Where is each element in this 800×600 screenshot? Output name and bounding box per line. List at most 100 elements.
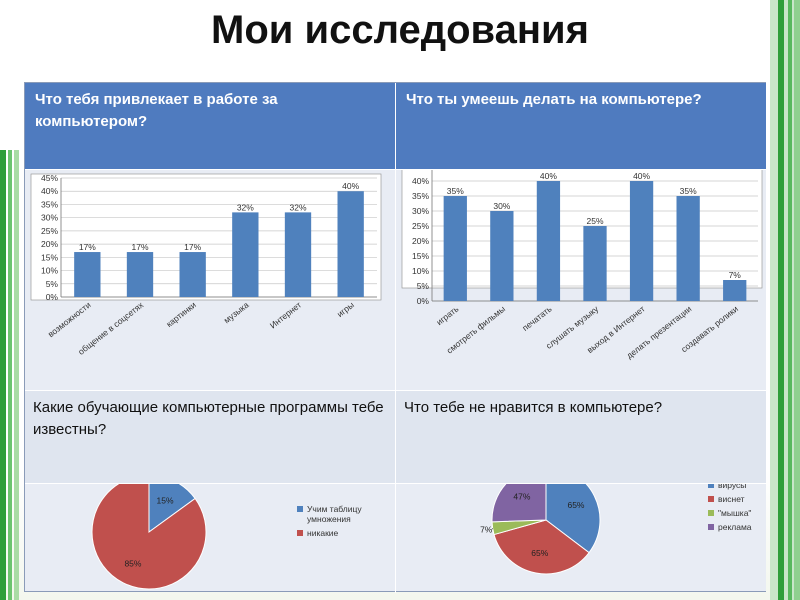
data-label: 40%	[342, 181, 359, 191]
row-divider-2	[25, 390, 767, 391]
y-tick-label: 25%	[41, 226, 58, 236]
pie-cell-right: 65% 65% 7% 47% вирусы виснет "мышка" реклама	[396, 465, 766, 591]
legend-line: Учим таблицу	[307, 504, 362, 514]
legend-line: умножения	[307, 514, 351, 524]
bar	[443, 196, 467, 301]
legend-label: реклама	[718, 522, 752, 532]
legend-swatch	[708, 482, 714, 488]
column-divider	[395, 83, 396, 593]
bar	[284, 212, 312, 297]
data-label: 17%	[184, 242, 201, 252]
pie-chart-programs: 15% 85% Учим таблицу умножения никакие	[91, 474, 362, 590]
legend-label: никакие	[307, 528, 339, 538]
x-tick-label: печатать	[520, 303, 554, 333]
x-tick-label: возможности	[46, 300, 93, 340]
data-label: 17%	[131, 242, 148, 252]
page-title: Мои исследования	[211, 8, 589, 52]
data-label: 17%	[79, 242, 96, 252]
chart-cell-right: 0% 5% 10% 15% 20% 25% 30% 35% 40% 45% 35% играть 30%…	[396, 161, 766, 390]
question-cell-right: Что тебе не нравится в компьютере?	[396, 391, 766, 483]
chart-cell-left: 0% 5% 10% 15% 20% 25% 30% 35% 40% 45% 17% возможнос…	[25, 170, 395, 390]
bar	[723, 280, 747, 301]
row-divider-3	[25, 483, 767, 484]
question-dislikes: Что тебе не нравится в компьютере?	[404, 399, 663, 416]
bar	[74, 252, 101, 297]
data-label: 7%	[480, 524, 493, 534]
y-tick-label: 40%	[41, 186, 58, 196]
pie-cell-left: 15% 85% Учим таблицу умножения никакие	[25, 474, 395, 591]
bar	[179, 252, 206, 297]
bar-chart-attraction: 0% 5% 10% 15% 20% 25% 30% 35% 40% 45% 17% возможнос…	[30, 173, 382, 357]
x-tick-label: игры	[335, 300, 356, 319]
data-label: 85%	[124, 558, 141, 568]
data-label: 25%	[586, 216, 603, 226]
y-tick-label: 10%	[41, 266, 58, 276]
bar	[583, 226, 607, 301]
decorative-left-stripes	[0, 150, 19, 600]
bar	[490, 211, 514, 301]
legend-swatch	[297, 530, 303, 536]
survey-table: Что тебя привлекает в работе за компьюте…	[24, 82, 767, 593]
y-tick-label: 45%	[41, 173, 58, 183]
pie-slice	[91, 474, 207, 590]
y-tick-label: 20%	[41, 239, 58, 249]
y-tick-label: 30%	[412, 206, 429, 216]
pie-chart-dislikes: 65% 65% 7% 47% вирусы виснет "мышка" реклама	[480, 465, 752, 575]
bar	[676, 196, 700, 301]
legend-label: "мышка"	[718, 508, 751, 518]
y-tick-label: 30%	[41, 213, 58, 223]
data-label: 30%	[493, 201, 510, 211]
y-tick-label: 15%	[412, 251, 429, 261]
y-tick-label: 5%	[46, 279, 59, 289]
data-label: 40%	[633, 171, 650, 181]
question-programs: Какие обучающие компьютерные программы т…	[33, 399, 384, 438]
data-label: 35%	[447, 186, 464, 196]
y-tick-label: 0%	[417, 296, 430, 306]
header-question-attraction: Что тебя привлекает в работе за компьюте…	[35, 91, 278, 130]
x-tick-label: играть	[434, 303, 461, 327]
bar	[232, 212, 259, 297]
bar	[536, 181, 561, 301]
data-label: 7%	[729, 270, 742, 280]
data-label: 65%	[531, 548, 548, 558]
y-tick-label: 35%	[41, 199, 58, 209]
header-cell-right: Что ты умеешь делать на компьютере?	[396, 83, 766, 169]
data-label: 65%	[567, 500, 584, 510]
x-tick-label: картинки	[164, 300, 198, 330]
pie-slice	[493, 519, 590, 575]
y-tick-label: 5%	[417, 281, 430, 291]
data-label: 32%	[237, 202, 254, 212]
bar-chart-skills: 0% 5% 10% 15% 20% 25% 30% 35% 40% 45% 35% играть 30%…	[401, 161, 763, 361]
legend-label: Учим таблицу умножения	[307, 504, 362, 524]
y-tick-label: 40%	[412, 176, 429, 186]
data-label: 15%	[157, 496, 174, 506]
pie-slice	[491, 465, 547, 523]
row-divider-1	[25, 169, 767, 170]
legend-swatch	[708, 524, 714, 530]
bar	[629, 181, 654, 301]
legend-swatch	[708, 496, 714, 502]
y-tick-label: 35%	[412, 191, 429, 201]
legend-swatch	[708, 510, 714, 516]
y-tick-label: 10%	[412, 266, 429, 276]
y-tick-label: 25%	[412, 221, 429, 231]
y-tick-label: 20%	[412, 236, 429, 246]
data-label: 32%	[289, 202, 306, 212]
legend-swatch	[297, 506, 303, 512]
legend-label: виснет	[718, 494, 745, 504]
legend-label: вирусы	[718, 484, 746, 490]
data-label: 35%	[680, 186, 697, 196]
header-question-skills: Что ты умеешь делать на компьютере?	[406, 91, 702, 108]
x-tick-label: музыка	[222, 300, 251, 326]
y-tick-label: 15%	[41, 252, 58, 262]
x-tick-label: Интернет	[268, 300, 303, 331]
decorative-corner-stripes	[770, 0, 800, 600]
question-cell-left: Какие обучающие компьютерные программы т…	[25, 391, 395, 483]
bar	[126, 252, 154, 297]
data-label: 40%	[540, 171, 557, 181]
y-tick-label: 0%	[46, 292, 59, 302]
data-label: 47%	[513, 492, 530, 502]
header-cell-left: Что тебя привлекает в работе за компьюте…	[25, 83, 395, 169]
bar	[337, 191, 364, 297]
y-tick-label: 45%	[412, 170, 429, 171]
